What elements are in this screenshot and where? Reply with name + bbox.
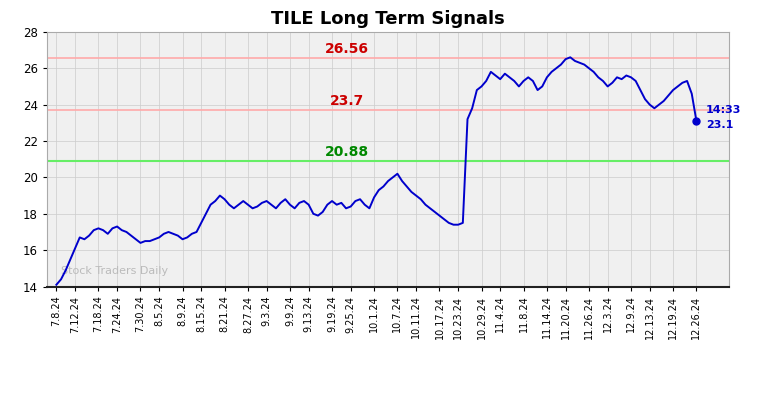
- Text: Stock Traders Daily: Stock Traders Daily: [60, 266, 168, 276]
- Title: TILE Long Term Signals: TILE Long Term Signals: [271, 10, 505, 27]
- Point: [690, 118, 702, 124]
- Text: 20.88: 20.88: [325, 145, 368, 159]
- Text: 23.7: 23.7: [329, 94, 364, 108]
- Text: 26.56: 26.56: [325, 42, 368, 56]
- Text: 14:33: 14:33: [706, 105, 741, 115]
- Text: 23.1: 23.1: [706, 120, 733, 130]
